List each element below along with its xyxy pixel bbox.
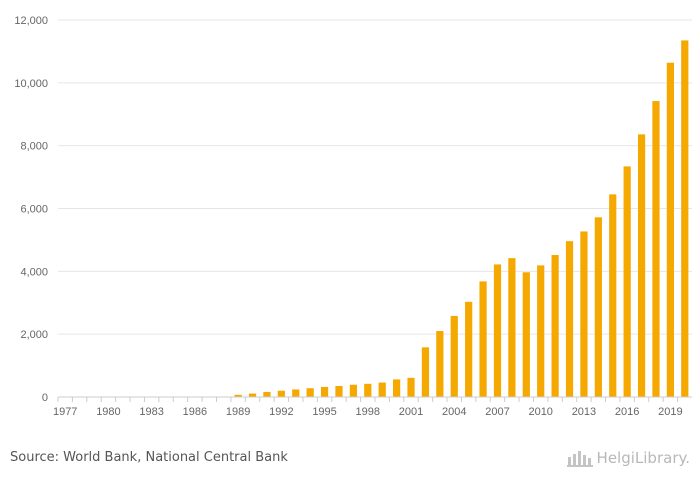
- bar-2018: [652, 101, 660, 398]
- x-tick-label: 1977: [53, 406, 77, 418]
- bar-1996: [335, 386, 343, 397]
- y-axis-ticks: 0 2,000 4,000 6,000 8,000 10,000 12,000: [14, 15, 48, 404]
- helgi-library-logo-icon: [566, 451, 593, 467]
- x-tick-label: 2013: [572, 406, 596, 418]
- bar-1998: [364, 383, 372, 397]
- x-tick-label: 2007: [485, 406, 509, 418]
- x-tick-label: 2016: [615, 406, 639, 418]
- y-tick-label: 12,000: [14, 15, 48, 27]
- bar-2002: [421, 347, 430, 397]
- x-tick-label: 2019: [658, 406, 682, 418]
- bar-2013: [580, 231, 588, 397]
- logo-text: HelgiLibrary.: [596, 449, 690, 467]
- bar-2008: [508, 258, 516, 397]
- x-tick-label: 1980: [96, 406, 120, 418]
- helgi-library-logo: HelgiLibrary.: [566, 449, 690, 467]
- bar-2016: [623, 166, 631, 397]
- x-tick-label: 1986: [183, 406, 207, 418]
- bar-2012: [565, 241, 574, 397]
- y-tick-label: 10,000: [14, 78, 48, 90]
- bar-2014: [594, 217, 602, 397]
- bar-1993: [292, 389, 300, 397]
- y-tick-label: 2,000: [20, 329, 48, 341]
- y-tick-label: 6,000: [20, 204, 48, 216]
- bar-2001: [407, 377, 415, 397]
- bar-2006: [479, 281, 487, 397]
- bar-2017: [637, 134, 646, 397]
- bar-2019: [666, 62, 674, 398]
- x-tick-label: 2004: [442, 406, 466, 418]
- bar-1989: [234, 394, 242, 397]
- bar-1991: [263, 391, 271, 397]
- x-tick-label: 1983: [139, 406, 163, 418]
- bar-1994: [306, 388, 314, 397]
- x-axis-ticks: 1977 1980 1983 1986 1989 1992 1995 1998 2001 2004…: [53, 397, 683, 418]
- x-tick-label: 1992: [269, 406, 293, 418]
- bar-2009: [522, 272, 530, 397]
- source-note: Source: World Bank, National Central Ban…: [10, 450, 288, 465]
- bar-2000: [393, 379, 401, 397]
- bar-2015: [609, 194, 617, 397]
- y-tick-label: 8,000: [20, 141, 48, 153]
- bar-1995: [320, 386, 329, 397]
- bar-2020: [681, 40, 689, 397]
- x-tick-label: 1995: [312, 406, 336, 418]
- bar-2007: [493, 264, 502, 397]
- bar-2004: [450, 315, 458, 397]
- y-tick-label: 4,000: [20, 266, 48, 278]
- bars: [234, 40, 689, 398]
- x-tick-label: 1989: [226, 406, 250, 418]
- bar-1997: [349, 384, 357, 397]
- bar-2003: [436, 331, 444, 397]
- bar-1992: [277, 390, 285, 397]
- bar-2010: [537, 265, 545, 397]
- bar-1990: [248, 393, 257, 397]
- bar-2011: [551, 254, 559, 397]
- x-tick-label: 2010: [528, 406, 552, 418]
- x-tick-label: 1998: [356, 406, 380, 418]
- y-tick-label: 0: [42, 392, 48, 404]
- bar-1999: [378, 382, 386, 397]
- bar-2005: [465, 301, 473, 397]
- x-tick-label: 2001: [399, 406, 423, 418]
